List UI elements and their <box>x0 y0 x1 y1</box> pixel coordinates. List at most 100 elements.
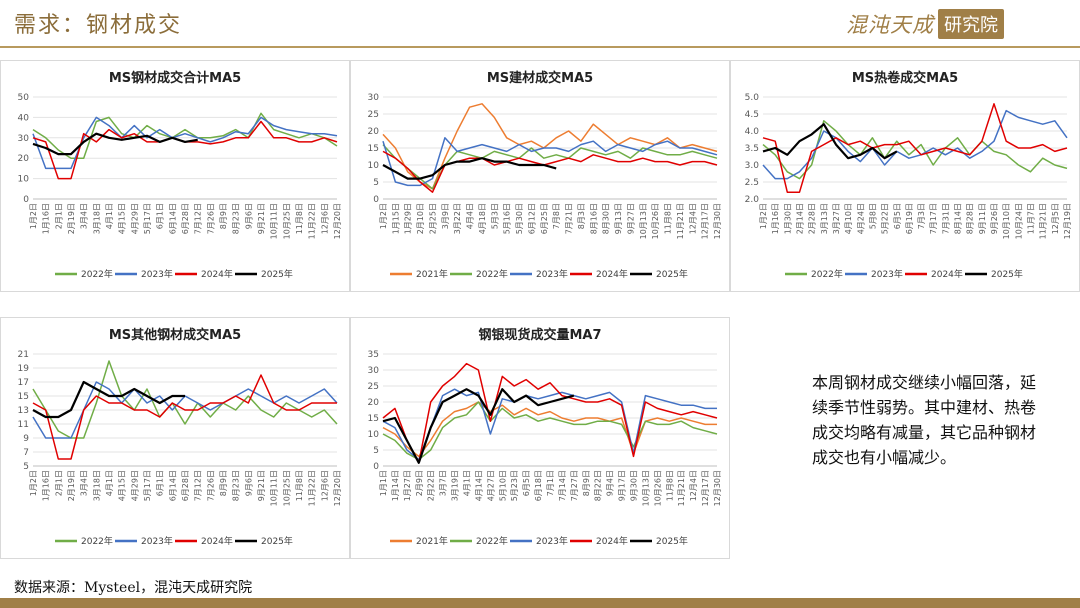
x-tick-label: 4月24日 <box>856 203 865 234</box>
legend-label: 2023年 <box>141 535 173 547</box>
x-tick-label: 1月16日 <box>42 203 51 234</box>
x-tick-label: 1月1日 <box>379 470 388 496</box>
x-tick-label: 1月30日 <box>783 203 792 234</box>
x-tick-label: 6月14日 <box>168 470 177 501</box>
x-tick-label: 6月1日 <box>156 203 165 229</box>
y-tick-label: 4.0 <box>745 127 760 137</box>
x-tick-label: 11月8日 <box>295 203 304 234</box>
x-tick-label: 8月14日 <box>954 203 963 234</box>
x-tick-label: 8月23日 <box>232 470 241 501</box>
x-tick-label: 11月21日 <box>1039 203 1048 239</box>
x-tick-label: 11月8日 <box>664 203 673 234</box>
y-tick-label: 19 <box>18 364 30 374</box>
legend-label: 2025年 <box>261 268 293 280</box>
x-tick-label: 6月25日 <box>540 203 549 234</box>
x-tick-label: 6月5日 <box>522 470 531 496</box>
chart-panel-banksteel: 钢银现货成交量MA7 0 5 10 15 20 25 30 35 1月1日 1月14日 1月27日 2月… <box>350 317 730 559</box>
x-tick-label: 4月15日 <box>118 203 127 234</box>
legend-label: 2022年 <box>476 268 508 280</box>
legend-label: 2023年 <box>871 268 903 280</box>
x-tick-label: 4月18日 <box>478 203 487 234</box>
x-tick-label: 9月6日 <box>244 470 253 496</box>
series-line-2025年 <box>382 157 557 180</box>
x-tick-label: 7月26日 <box>206 203 215 234</box>
y-tick-label: 25 <box>368 110 379 120</box>
y-tick-label: 10 <box>368 161 380 171</box>
x-tick-label: 9月26日 <box>990 203 999 234</box>
x-tick-label: 1月16日 <box>771 203 780 234</box>
x-tick-label: 1月2日 <box>759 203 768 229</box>
x-tick-label: 7月31日 <box>941 203 950 234</box>
x-tick-label: 10月13日 <box>641 470 650 506</box>
x-tick-label: 5月10日 <box>498 470 507 501</box>
legend-label: 2024年 <box>931 268 963 280</box>
company-logo: 混沌天成 研究院 <box>846 8 1004 40</box>
y-tick-label: 9 <box>23 434 29 444</box>
x-tick-label: 11月7日 <box>1027 203 1036 234</box>
x-tick-label: 2月9日 <box>415 470 424 496</box>
chart-other-steel-ma5: MS其他钢材成交MA5 5 7 9 11 13 15 17 19 21 1月2日 1月16日 2月1日 2… <box>18 327 342 547</box>
x-tick-label: 10月24日 <box>1014 203 1023 239</box>
x-tick-label: 11月22日 <box>308 203 317 239</box>
y-tick-label: 20 <box>18 154 30 164</box>
x-tick-label: 5月23日 <box>510 470 519 501</box>
x-tick-label: 7月21日 <box>565 203 574 234</box>
x-tick-label: 1月14日 <box>391 470 400 501</box>
legend-label: 2024年 <box>201 535 233 547</box>
chart-construction-steel-ma5: MS建材成交MA5 0 5 10 15 20 25 30 1月2日 1月15日 1月29日 2月10日… <box>368 70 722 280</box>
x-tick-label: 3月4日 <box>80 470 89 496</box>
legend-label: 2021年 <box>416 268 448 280</box>
y-tick-label: 3.5 <box>745 144 759 154</box>
y-tick-label: 5.0 <box>745 93 760 103</box>
legend-label: 2021年 <box>416 535 448 547</box>
y-tick-label: 0 <box>373 195 379 205</box>
legend-label: 2025年 <box>656 268 688 280</box>
legend-label: 2022年 <box>81 535 113 547</box>
legend-label: 2022年 <box>811 268 843 280</box>
x-tick-label: 1月2日 <box>29 203 38 229</box>
legend-label: 2022年 <box>476 535 508 547</box>
x-tick-label: 5月30日 <box>515 203 524 234</box>
x-tick-label: 9月27日 <box>626 203 635 234</box>
x-tick-label: 5月17日 <box>143 203 152 234</box>
series-line-2023年 <box>382 388 717 461</box>
x-tick-label: 12月5日 <box>1051 203 1060 234</box>
x-tick-label: 4月14日 <box>474 470 483 501</box>
x-tick-label: 6月1日 <box>156 470 165 496</box>
summary-note: 本周钢材成交继续小幅回落，延续季节性弱势。其中建材、热卷成交均略有减量，其它品种… <box>812 373 1037 467</box>
x-tick-label: 6月28日 <box>181 203 190 234</box>
y-tick-label: 10 <box>18 175 30 185</box>
series-line-2021年 <box>382 401 717 458</box>
series-line-2022年 <box>32 360 338 439</box>
x-tick-label: 3月13日 <box>820 203 829 234</box>
x-tick-label: 4月27日 <box>486 470 495 501</box>
x-tick-label: 3月19日 <box>451 470 460 501</box>
header-divider <box>0 46 1080 48</box>
x-tick-label: 4月15日 <box>118 470 127 501</box>
y-tick-label: 2.5 <box>745 178 759 188</box>
x-tick-label: 12月30日 <box>713 470 722 506</box>
y-tick-label: 30 <box>18 134 30 144</box>
x-tick-label: 4月1日 <box>105 203 114 229</box>
x-tick-label: 7月26日 <box>206 470 215 501</box>
x-tick-label: 7月12日 <box>194 470 203 501</box>
y-tick-label: 5 <box>373 446 379 456</box>
x-tick-label: 3月7日 <box>439 470 448 496</box>
x-tick-label: 9月21日 <box>257 203 266 234</box>
x-tick-label: 11月22日 <box>308 470 317 506</box>
y-tick-label: 5 <box>23 462 29 472</box>
x-tick-label: 12月30日 <box>713 203 722 239</box>
x-tick-label: 9月6日 <box>244 203 253 229</box>
x-tick-label: 1月2日 <box>379 203 388 229</box>
logo-box-text: 研究院 <box>938 9 1004 39</box>
data-source: 数据来源：Mysteel，混沌天成研究院 <box>14 580 253 596</box>
x-tick-label: 6月14日 <box>168 203 177 234</box>
y-tick-label: 15 <box>18 392 29 402</box>
y-tick-label: 21 <box>18 350 29 360</box>
y-tick-label: 20 <box>368 127 380 137</box>
y-tick-label: 40 <box>18 113 30 123</box>
y-tick-label: 50 <box>18 93 30 103</box>
x-tick-label: 12月20日 <box>333 470 342 506</box>
x-tick-label: 12月6日 <box>320 470 329 501</box>
